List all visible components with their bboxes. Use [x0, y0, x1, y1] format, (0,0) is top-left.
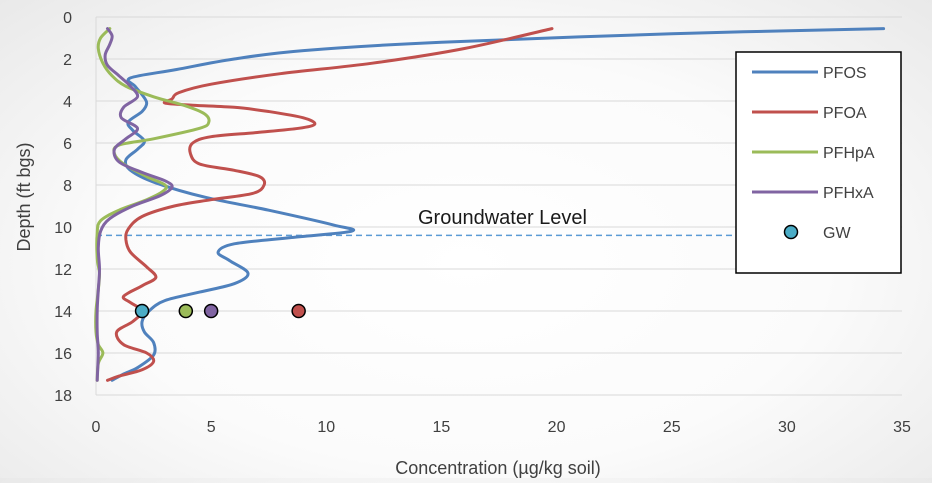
legend-label-pfos: PFOS — [823, 65, 867, 82]
y-tick-label: 12 — [54, 262, 72, 279]
legend-swatch-gw — [783, 224, 799, 240]
legend-box — [735, 51, 902, 274]
groundwater-level-label: Groundwater Level — [418, 207, 587, 229]
gw-points-layer — [134, 303, 306, 319]
series-line-pfhxa — [95, 27, 174, 382]
y-tick-labels: 0 2 4 6 8 10 12 14 16 18 — [54, 10, 72, 405]
legend-label-pfhpa: PFHpA — [823, 145, 875, 162]
legend-label-pfhxa: PFHxA — [823, 185, 874, 202]
y-tick-label: 0 — [63, 10, 72, 27]
y-tick-label: 6 — [63, 136, 72, 153]
y-tick-label: 4 — [63, 94, 72, 111]
x-axis-title: Concentration (µg/kg soil) — [395, 458, 600, 478]
y-tick-label: 8 — [63, 178, 72, 195]
y-tick-label: 16 — [54, 346, 72, 363]
x-tick-label: 30 — [778, 419, 796, 436]
y-tick-label: 14 — [54, 304, 72, 321]
legend-label-gw: GW — [823, 225, 851, 242]
y-axis-title: Depth (ft bgs) — [14, 142, 34, 251]
x-tick-label: 5 — [207, 419, 216, 436]
legend: PFOS PFOA PFHpA PFHxA GW — [735, 51, 902, 274]
x-tick-label: 15 — [433, 419, 451, 436]
y-tick-label: 10 — [54, 220, 72, 237]
x-tick-label: 20 — [548, 419, 566, 436]
x-tick-label: 0 — [92, 419, 101, 436]
gw-point — [291, 303, 306, 319]
y-tick-label: 2 — [63, 52, 72, 69]
x-tick-label: 10 — [317, 419, 335, 436]
gw-point — [134, 303, 150, 319]
x-tick-label: 25 — [663, 419, 681, 436]
gw-point — [203, 303, 219, 319]
y-tick-label: 18 — [54, 388, 72, 405]
x-tick-label: 35 — [893, 419, 911, 436]
gw-point — [178, 303, 194, 319]
series-line-pfoa — [106, 27, 554, 382]
legend-label-pfoa: PFOA — [823, 105, 867, 122]
legend-items: PFOS PFOA PFHpA PFHxA GW — [752, 65, 875, 242]
x-tick-labels: 0 5 10 15 20 25 30 35 — [92, 419, 911, 436]
series-line-pfhpa — [94, 27, 211, 382]
